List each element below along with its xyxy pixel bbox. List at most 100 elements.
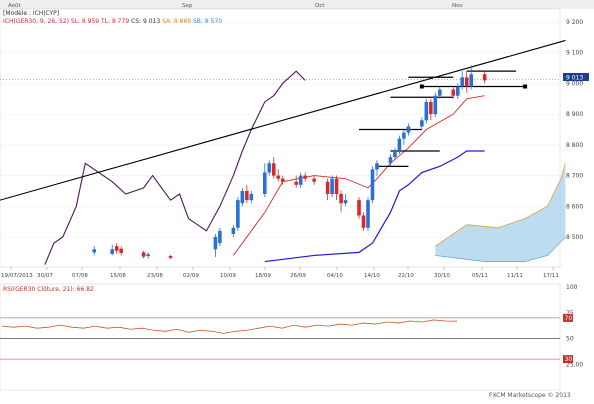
date-tick-label: 23/08	[147, 273, 163, 279]
rsi-threshold-label: 70	[565, 315, 573, 322]
candle-body	[375, 163, 379, 170]
indicator-header: ICH(GER30, 9, 26, 52) SL: 8 959 TL: 8 77…	[3, 18, 222, 25]
candle-body	[294, 181, 298, 185]
candle-body	[388, 157, 393, 164]
rsi-panel	[0, 283, 561, 391]
indicator-value: TL: 8 779	[99, 18, 129, 25]
candle-body	[330, 178, 334, 194]
indicator-value: SA: 8 869	[160, 18, 191, 25]
senkou-b-line	[435, 236, 566, 262]
candle-body	[262, 172, 267, 194]
candle-body	[303, 175, 307, 179]
price-tick-label: 8 700	[566, 173, 583, 180]
horizontal-levels	[359, 70, 528, 168]
candle-body	[119, 248, 123, 253]
candle-body	[168, 256, 173, 258]
candle-body	[424, 101, 429, 121]
candle-body	[236, 200, 240, 228]
price-badge-label: 9 013	[566, 75, 583, 82]
candle-body	[276, 175, 281, 179]
level-handle[interactable]	[523, 84, 528, 89]
candle-body	[240, 190, 245, 204]
month-label: Oct	[315, 3, 325, 9]
candle-body	[455, 86, 460, 96]
rsi-content: 25,00 50 75 100 70 30	[0, 284, 583, 368]
candles	[92, 65, 487, 260]
candle-body	[231, 227, 236, 234]
candle-body	[366, 200, 370, 228]
candle-body	[280, 178, 285, 182]
copyright-footer: FXCM Marketscope © 2013	[489, 392, 571, 399]
candle-body	[420, 120, 424, 127]
date-tick-label: 14/10	[364, 273, 380, 279]
date-tick-label: 22/10	[398, 273, 414, 279]
candle-body	[245, 190, 249, 201]
date-tick-label: 07/08	[72, 273, 88, 279]
date-tick-label: 26/09	[290, 273, 306, 279]
kijun-line	[264, 150, 485, 263]
candle-body	[361, 215, 366, 228]
candle-body	[451, 89, 456, 96]
rsi-threshold-badge	[563, 313, 573, 322]
candle-body	[339, 194, 343, 204]
month-label: Sep	[182, 3, 193, 9]
price-tick-label: 9 200	[566, 19, 583, 26]
rsi-header: RSI(GER30 Clôture, 21): 66.82	[3, 286, 94, 293]
candle-body	[110, 249, 114, 254]
candle-body	[249, 194, 254, 201]
rsi-tick-label: 25,00	[566, 361, 583, 368]
candle-body	[460, 77, 465, 87]
price-tick-label: 8 500	[566, 234, 583, 241]
month-strip	[0, 0, 594, 9]
price-tick-label: 8 900	[566, 111, 583, 118]
senkou-a-line	[435, 163, 566, 247]
candle-body	[343, 200, 348, 204]
candle-body	[393, 151, 397, 158]
rsi-tick-label: 100	[566, 284, 578, 291]
price-tick-label: 9 100	[566, 50, 583, 57]
price-tick-label: 8 600	[566, 203, 583, 210]
candle-body	[298, 175, 303, 185]
level-handle[interactable]	[419, 84, 424, 89]
date-tick-label: 18/09	[255, 273, 271, 279]
cloud-fill	[435, 163, 566, 262]
date-tick-label: 19/07/2013	[1, 273, 33, 279]
candle-body	[406, 126, 411, 133]
candle-body	[397, 138, 402, 151]
candle-body	[92, 249, 97, 253]
indicator-value: ICH(GER30, 9, 26, 52)	[3, 18, 69, 25]
indicator-value: CS: 9 013	[129, 18, 160, 25]
indicator-value: SL: 8 959	[69, 18, 99, 25]
date-tick-label: 30/10	[434, 273, 450, 279]
rsi-threshold-badge	[563, 355, 573, 364]
template-label: [Modèle : ICH|CYP]	[3, 10, 59, 17]
rsi-tick-label: 75	[566, 310, 574, 317]
candle-body	[402, 132, 406, 139]
date-tick-label: 17/11	[543, 273, 559, 279]
month-label: Nov	[452, 3, 463, 9]
date-tick-label: 02/09	[183, 273, 199, 279]
candle-body	[267, 163, 272, 173]
month-label: Août	[8, 2, 22, 9]
rsi-line	[1, 319, 458, 334]
date-tick-label: 30/07	[37, 273, 53, 279]
indicator-value: SB: 8 570	[191, 18, 222, 25]
candle-body	[141, 252, 146, 257]
candle-body	[218, 230, 222, 244]
candle-body	[312, 178, 316, 182]
candle-body	[325, 181, 330, 194]
price-badge: 9 013	[563, 73, 589, 82]
date-tick-label: 05/11	[472, 273, 488, 279]
candle-body	[438, 89, 442, 96]
candle-body	[482, 74, 487, 81]
price-tick-label: 8 800	[566, 142, 583, 149]
candle-body	[213, 237, 218, 250]
chikou-line	[44, 70, 306, 265]
candle-body	[464, 77, 469, 87]
candle-body	[429, 101, 433, 115]
date-tick-label: 15/08	[110, 273, 126, 279]
candle-body	[433, 95, 438, 115]
candle-body	[114, 246, 119, 251]
